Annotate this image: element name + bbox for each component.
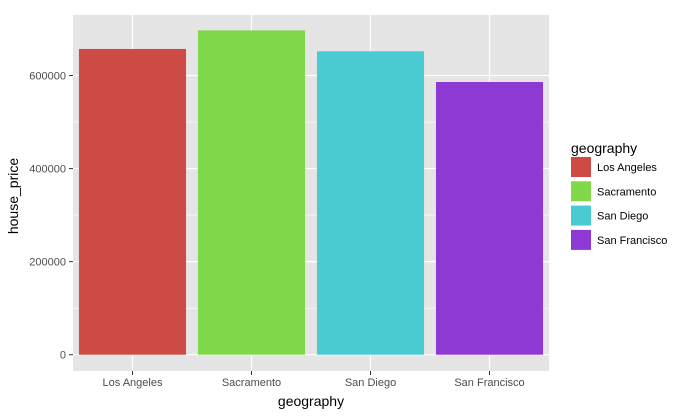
bars bbox=[78, 30, 544, 355]
y-tick-label: 400000 bbox=[29, 164, 66, 176]
y-axis-title: house_price bbox=[5, 158, 21, 234]
x-tick-label: Sacramento bbox=[222, 377, 281, 389]
bar-san-diego bbox=[316, 51, 425, 355]
bar-los-angeles bbox=[78, 48, 187, 355]
legend-title: geography bbox=[571, 140, 637, 156]
legend-key bbox=[571, 157, 591, 177]
x-tick-label: San Diego bbox=[345, 377, 396, 389]
y-tick-label: 600000 bbox=[29, 70, 66, 82]
x-tick-label: San Francisco bbox=[454, 377, 524, 389]
legend-key bbox=[571, 229, 591, 250]
legend-label: Sacramento bbox=[597, 186, 656, 198]
legend-key bbox=[571, 205, 591, 226]
legend-label: Los Angeles bbox=[597, 162, 657, 174]
axes: 0 200000 400000 600000 Los Angeles Sacramento… bbox=[29, 70, 524, 389]
legend-label: San Francisco bbox=[597, 235, 667, 247]
y-tick-label: 0 bbox=[60, 350, 66, 362]
bar-sacramento bbox=[197, 30, 306, 355]
x-axis-title: geography bbox=[278, 393, 344, 409]
y-tick-label: 200000 bbox=[29, 257, 66, 269]
legend-key bbox=[571, 181, 591, 202]
x-tick-label: Los Angeles bbox=[103, 377, 163, 389]
legend: geography Los Angeles Sacramento San Diego… bbox=[571, 140, 667, 250]
legend-label: San Diego bbox=[597, 211, 648, 223]
bar-san-francisco bbox=[435, 82, 544, 355]
